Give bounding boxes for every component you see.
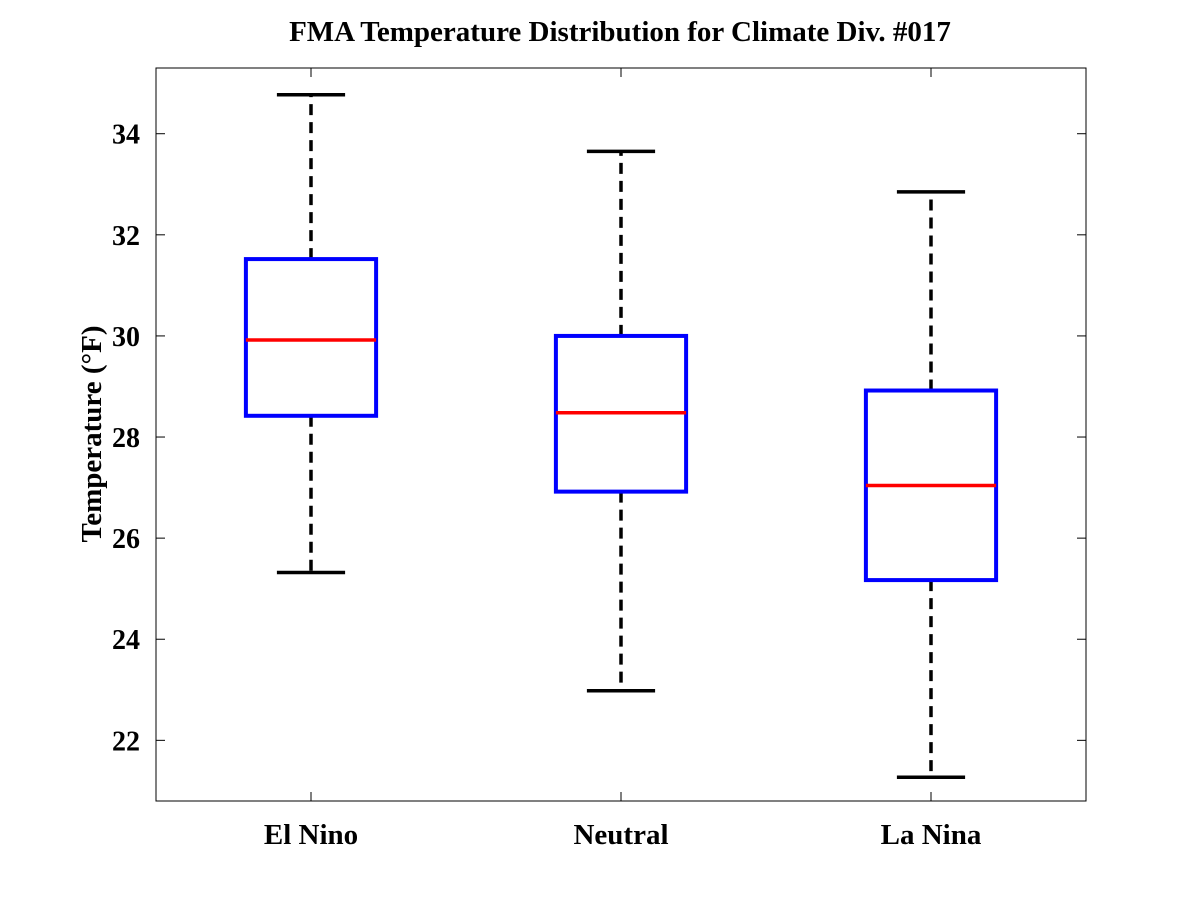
y-tick-label: 26 bbox=[112, 524, 140, 555]
chart-title: FMA Temperature Distribution for Climate… bbox=[289, 16, 951, 48]
box-group bbox=[863, 190, 999, 779]
x-category-label: El Nino bbox=[264, 819, 358, 851]
axis-ticks: 22 24 26 28 30 32 34 El Nino Neutral La Nina bbox=[112, 68, 1086, 851]
plot-area-frame bbox=[155, 67, 1087, 802]
box-group bbox=[243, 93, 379, 575]
iqr-box bbox=[243, 257, 379, 418]
y-axis-label: Temperature (°F) bbox=[76, 326, 108, 543]
y-tick-label: 32 bbox=[112, 221, 140, 252]
box-group bbox=[553, 149, 689, 693]
y-tick-label: 34 bbox=[112, 120, 140, 151]
x-category-label: La Nina bbox=[881, 819, 982, 851]
y-tick-label: 24 bbox=[112, 625, 140, 656]
y-tick-label: 22 bbox=[112, 726, 140, 757]
x-category-label: Neutral bbox=[573, 819, 668, 851]
y-tick-label: 28 bbox=[112, 423, 140, 454]
box-series bbox=[243, 93, 999, 779]
y-tick-label: 30 bbox=[112, 322, 140, 353]
